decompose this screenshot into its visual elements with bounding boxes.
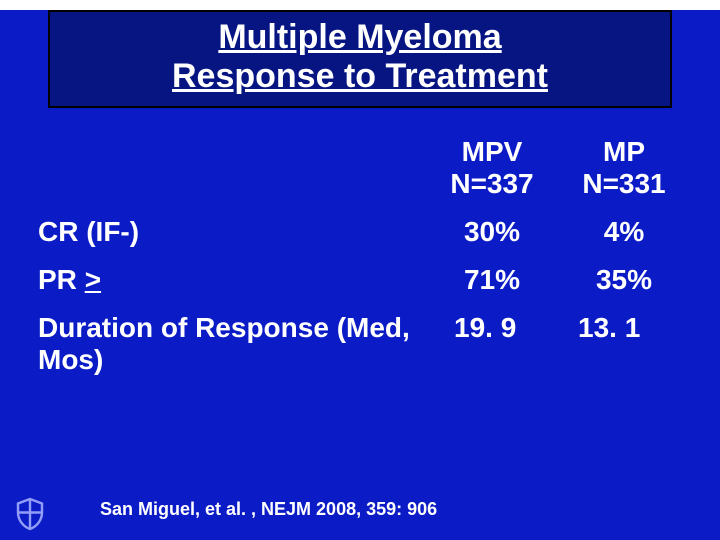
table-row: PR > 71% 35% — [30, 256, 690, 304]
header-empty — [30, 128, 426, 208]
row-3-c2: 13. 1 — [558, 304, 690, 384]
row-1-c2: 4% — [558, 208, 690, 256]
row-2-c2: 35% — [558, 256, 690, 304]
header-col-1-line2: N=337 — [450, 168, 533, 199]
table-row: CR (IF-) 30% 4% — [30, 208, 690, 256]
title-text-1: Multiple Myeloma — [218, 18, 501, 56]
content-area: MPV N=337 MP N=331 CR (IF-) 30% 4% PR > — [0, 108, 720, 384]
row-1-label: CR (IF-) — [30, 208, 426, 256]
table-row: Duration of Response (Med, Mos) 19. 9 13… — [30, 304, 690, 384]
row-3-label: Duration of Response (Med, Mos) — [30, 304, 426, 384]
row-1-c1: 30% — [426, 208, 558, 256]
geq-symbol: > — [85, 264, 101, 295]
citation-text: San Miguel, et al. , NEJM 2008, 359: 906 — [100, 499, 437, 520]
header-col-2: MP N=331 — [558, 128, 690, 208]
row-2-label: PR > — [30, 256, 426, 304]
row-3-c1: 19. 9 — [426, 304, 558, 384]
header-col-1-line1: MPV — [462, 136, 523, 167]
header-col-2-line2: N=331 — [582, 168, 665, 199]
title-line-1: Multiple Myeloma — [60, 18, 660, 57]
header-col-2-line1: MP — [603, 136, 645, 167]
title-text-2: Response to Treatment — [172, 57, 548, 95]
response-table: MPV N=337 MP N=331 CR (IF-) 30% 4% PR > — [30, 128, 690, 384]
slide: Multiple Myeloma Response to Treatment M… — [0, 10, 720, 540]
title-box: Multiple Myeloma Response to Treatment — [48, 10, 672, 108]
shield-icon — [12, 496, 48, 532]
row-2-c1: 71% — [426, 256, 558, 304]
title-line-2: Response to Treatment — [60, 57, 660, 96]
table-header-row: MPV N=337 MP N=331 — [30, 128, 690, 208]
header-col-1: MPV N=337 — [426, 128, 558, 208]
